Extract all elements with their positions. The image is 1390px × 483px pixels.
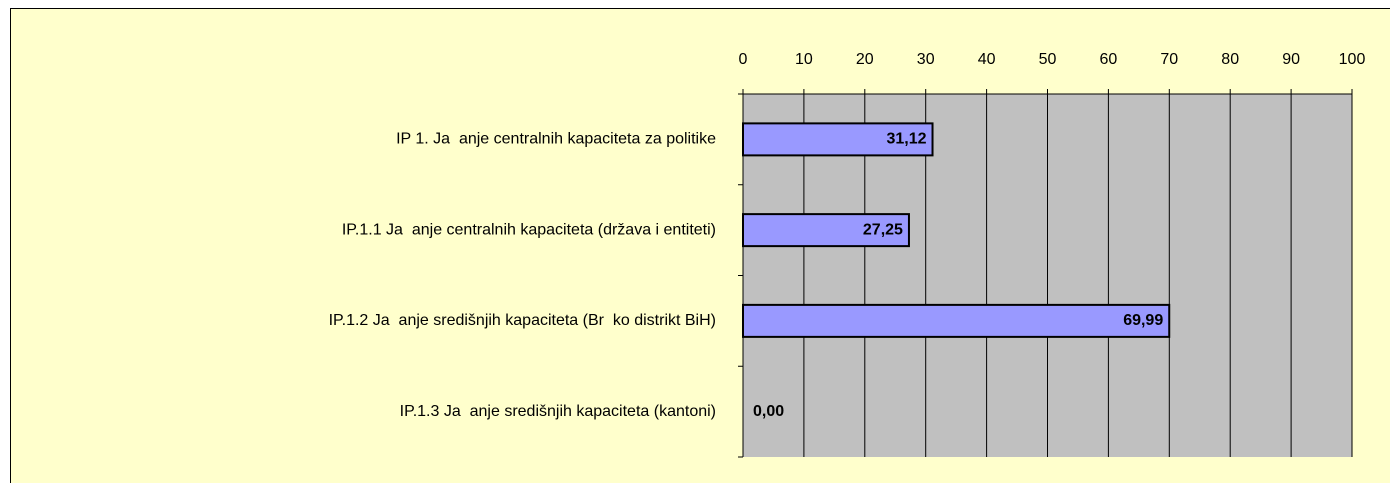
x-tick-label: 70 [1160, 51, 1178, 68]
data-label: 31,12 [886, 131, 926, 148]
y-tick-label: IP.1.3 Ja anje središnjih kapaciteta (ka… [400, 403, 716, 420]
x-tick-label: 60 [1100, 51, 1118, 68]
bar [742, 303, 1171, 338]
x-tick-label: 10 [795, 51, 813, 68]
data-label: 69,99 [1123, 312, 1163, 329]
bar [742, 213, 910, 248]
data-label: 0,00 [753, 403, 784, 420]
x-tick-label: 30 [917, 51, 935, 68]
x-tick-label: 90 [1282, 51, 1300, 68]
x-tick-label: 80 [1221, 51, 1239, 68]
data-label: 27,25 [863, 221, 903, 238]
bar [742, 122, 934, 157]
x-tick-label: 0 [739, 51, 748, 68]
x-tick-label: 40 [978, 51, 996, 68]
x-tick-label: 20 [856, 51, 874, 68]
x-tick-label: 50 [1039, 51, 1057, 68]
y-tick-label: IP 1. Ja anje centralnih kapaciteta za p… [396, 131, 716, 148]
x-tick-label: 100 [1339, 51, 1366, 68]
y-tick-label: IP.1.1 Ja anje centralnih kapaciteta (dr… [342, 221, 716, 238]
y-tick-label: IP.1.2 Ja anje središnjih kapaciteta (Br… [329, 312, 716, 329]
